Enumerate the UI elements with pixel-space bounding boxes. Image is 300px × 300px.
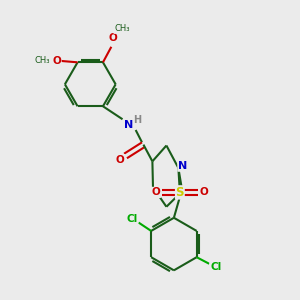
Text: O: O	[52, 56, 61, 66]
Text: O: O	[152, 188, 160, 197]
Text: O: O	[116, 154, 124, 165]
Text: O: O	[108, 33, 117, 43]
Text: N: N	[178, 161, 187, 171]
Text: Cl: Cl	[126, 214, 138, 224]
Text: H: H	[134, 115, 142, 125]
Text: O: O	[200, 188, 208, 197]
Text: N: N	[124, 120, 134, 130]
Text: CH₃: CH₃	[34, 56, 50, 65]
Text: CH₃: CH₃	[114, 24, 130, 33]
Text: S: S	[176, 186, 184, 199]
Text: methoxy: methoxy	[120, 28, 126, 29]
Text: Cl: Cl	[210, 262, 221, 272]
